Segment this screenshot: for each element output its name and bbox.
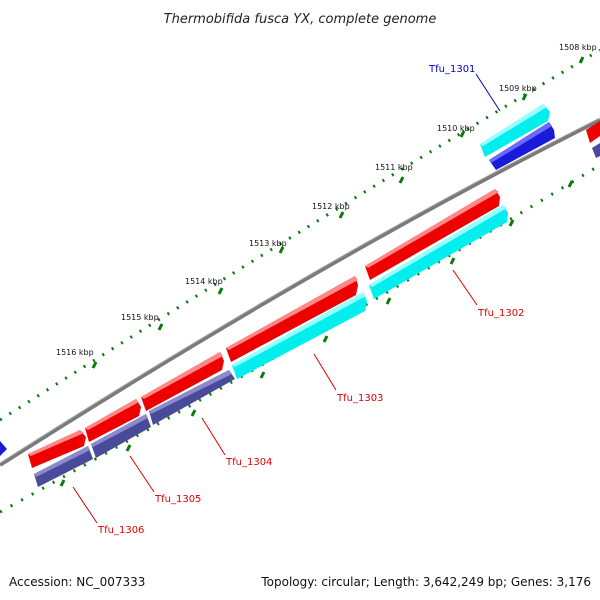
genome-summary-text: Topology: circular; Length: 3,642,249 bp… [260, 575, 591, 589]
major-ticks [59, 56, 585, 487]
gene-callouts: Tfu_1301 Tfu_1302 Tfu_1303 Tfu_1304 Tfu_… [72, 64, 524, 536]
tick-label: 1513 kbp [249, 239, 287, 248]
gene-label-tfu-1301[interactable]: Tfu_1301 [428, 64, 475, 75]
tick-label: 1512 kbp [312, 202, 350, 211]
reverse-match-feature[interactable] [91, 414, 151, 458]
cds-feature[interactable] [85, 399, 141, 442]
major-tick [521, 93, 528, 101]
major-tick [385, 297, 392, 305]
reverse-match-feature[interactable] [592, 143, 600, 158]
cds-feature-top [141, 352, 223, 399]
tick-label: 1510 kbp [437, 124, 475, 133]
cds-feature-top [85, 399, 139, 430]
major-tick [322, 335, 329, 343]
match-feature[interactable] [369, 205, 508, 299]
major-tick [459, 130, 466, 138]
match-feature[interactable] [480, 104, 550, 157]
tick-label: 1515 kbp [121, 313, 159, 322]
reverse-match-top [91, 414, 148, 447]
tick-label: 1511 kbp [375, 163, 413, 172]
reverse-match-top [34, 446, 90, 477]
major-tick [338, 211, 345, 219]
gene-label-tfu-1303[interactable]: Tfu_1303 [336, 393, 383, 404]
callout-line [475, 73, 501, 112]
match-feature-top [480, 104, 547, 146]
gene-label-tfu-1304[interactable]: Tfu_1304 [225, 457, 272, 468]
reverse-match-feature[interactable] [149, 370, 235, 425]
reverse-cds-top [489, 122, 552, 163]
cds-feature[interactable] [28, 430, 86, 468]
major-tick [449, 257, 456, 265]
reverse-match-top [149, 370, 232, 414]
outer-tick-ring [0, 48, 600, 422]
map-title: Thermobifida fusca YX, complete genome [164, 12, 437, 27]
tick-label: 1516 kbp [56, 348, 94, 357]
cds-feature[interactable] [586, 121, 600, 143]
major-tick [190, 409, 197, 417]
major-tick [508, 219, 515, 227]
major-tick [567, 180, 574, 188]
genome-backbone-highlight [0, 117, 600, 464]
callout-line [313, 353, 337, 391]
reverse-match-feature[interactable] [34, 446, 93, 487]
match-feature-top [232, 292, 366, 367]
callout-line [72, 486, 98, 524]
match-feature-top [369, 205, 507, 287]
callout-line [452, 269, 478, 306]
major-tick [278, 246, 285, 254]
major-tick [217, 287, 224, 295]
genome-backbone [0, 118, 600, 467]
tick-label: 1508 kbp [559, 43, 597, 52]
forward-match-track [232, 104, 550, 379]
major-tick [125, 444, 132, 452]
cds-feature-top [365, 189, 499, 268]
gene-label-tfu-1305[interactable]: Tfu_1305 [154, 494, 201, 505]
callout-line [201, 417, 226, 456]
major-tick [59, 479, 66, 487]
tick-label: 1514 kbp [185, 277, 223, 286]
major-tick [398, 176, 405, 184]
reverse-track [0, 122, 600, 487]
reverse-cds-feature[interactable] [0, 441, 7, 456]
major-tick [578, 56, 585, 64]
major-tick [157, 323, 164, 331]
gene-label-tfu-1302[interactable]: Tfu_1302 [477, 308, 524, 319]
tick-label: 1509 kbp [499, 84, 537, 93]
major-tick [91, 361, 98, 369]
callout-line [129, 455, 155, 493]
gene-label-tfu-1306[interactable]: Tfu_1306 [97, 525, 144, 536]
tick-labels: 1508 kbp 1509 kbp 1510 kbp 1511 kbp 1512… [56, 43, 597, 357]
major-tick [259, 371, 266, 379]
cds-feature[interactable] [365, 189, 500, 280]
forward-cds-track [28, 121, 600, 468]
cds-feature-top [226, 276, 358, 350]
cds-feature-top [28, 430, 84, 456]
accession-text: Accession: NC_007333 [9, 575, 145, 589]
